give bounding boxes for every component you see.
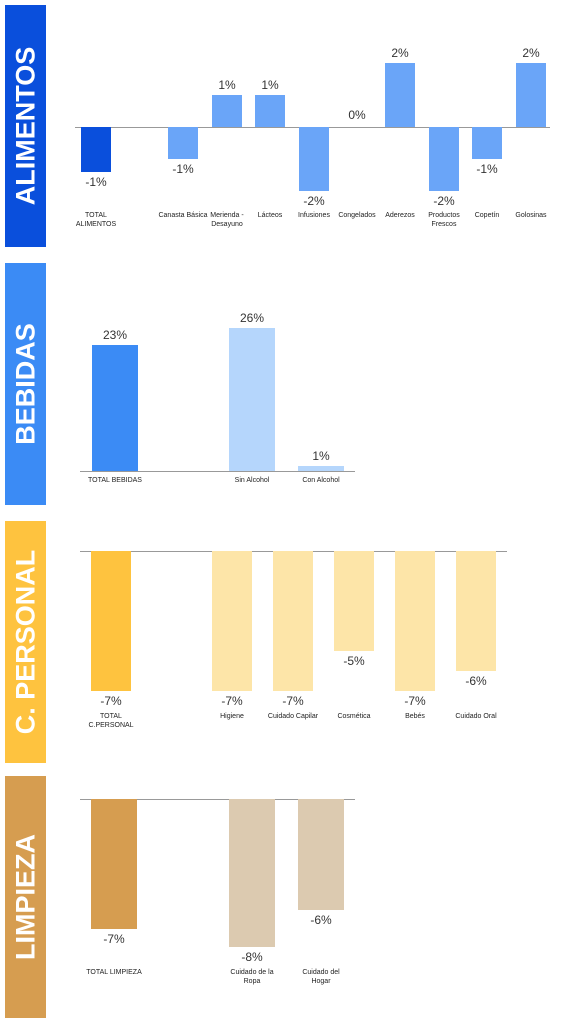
value-label: 0% bbox=[348, 108, 366, 122]
bar bbox=[212, 95, 242, 127]
category-label: Cuidado del Hogar bbox=[302, 969, 340, 985]
bar bbox=[299, 127, 329, 191]
bar bbox=[456, 551, 496, 671]
category-label: Aderezos bbox=[385, 212, 415, 219]
bar bbox=[91, 551, 131, 691]
category-label: Cuidado de la Ropa bbox=[230, 969, 274, 985]
bar bbox=[91, 799, 137, 929]
value-label: 1% bbox=[261, 78, 279, 92]
value-label: 2% bbox=[522, 46, 540, 60]
category-label: Productos Frescos bbox=[428, 212, 460, 228]
category-label: Merienda - Desayuno bbox=[210, 212, 244, 228]
section-title: LIMPIEZA bbox=[10, 834, 40, 960]
value-label: -2% bbox=[433, 194, 455, 208]
baseline bbox=[80, 799, 355, 800]
value-label: -7% bbox=[103, 931, 125, 946]
category-label: Cuidado Oral bbox=[455, 713, 497, 720]
category-label: Congelados bbox=[338, 212, 376, 219]
value-label: 1% bbox=[218, 78, 236, 92]
category-label: Bebés bbox=[405, 713, 425, 720]
bar bbox=[298, 799, 344, 910]
category-label: TOTAL LIMPIEZA bbox=[86, 969, 142, 976]
bar bbox=[92, 344, 138, 471]
bar bbox=[334, 551, 374, 651]
value-label: -7% bbox=[282, 694, 304, 708]
value-label: -2% bbox=[303, 194, 325, 208]
category-label: Infusiones bbox=[298, 212, 330, 219]
bar bbox=[273, 551, 313, 691]
value-label: -6% bbox=[465, 674, 487, 688]
category-label: Lácteos bbox=[257, 212, 283, 219]
category-label: Sin Alcohol bbox=[234, 477, 270, 484]
bar bbox=[255, 95, 285, 127]
value-label: -6% bbox=[310, 913, 332, 927]
value-label: 26% bbox=[239, 311, 265, 325]
bar bbox=[429, 127, 459, 191]
category-label: TOTAL C.PERSONAL bbox=[88, 713, 134, 729]
section-panel: ALIMENTOS bbox=[5, 5, 46, 247]
bar bbox=[229, 799, 275, 947]
bar bbox=[81, 127, 111, 172]
value-label: -1% bbox=[172, 162, 194, 176]
value-label: -7% bbox=[100, 694, 122, 708]
bar bbox=[212, 551, 252, 691]
bar bbox=[395, 551, 435, 691]
value-label: 2% bbox=[391, 46, 409, 60]
section-title: BEBIDAS bbox=[10, 323, 40, 445]
category-label: TOTAL BEBIDAS bbox=[88, 477, 142, 484]
section-panel: BEBIDAS bbox=[5, 263, 46, 505]
value-label: -1% bbox=[476, 162, 498, 176]
bar bbox=[168, 127, 198, 159]
value-label: -1% bbox=[85, 174, 107, 189]
category-label: Cuidado Capilar bbox=[267, 713, 319, 720]
category-label: Copetín bbox=[474, 212, 500, 219]
bar bbox=[516, 63, 546, 127]
category-label: Cosmética bbox=[337, 713, 371, 720]
value-label: -8% bbox=[241, 950, 263, 964]
category-label: Con Alcohol bbox=[302, 477, 340, 484]
value-label: -7% bbox=[221, 694, 243, 708]
category-label: Golosinas bbox=[515, 212, 547, 219]
section-title: ALIMENTOS bbox=[10, 46, 40, 206]
baseline bbox=[80, 471, 355, 472]
category-label: Canasta Básica bbox=[158, 212, 208, 219]
value-label: 23% bbox=[102, 327, 128, 342]
section-panel: C. PERSONAL bbox=[5, 521, 46, 763]
bar bbox=[385, 63, 415, 127]
section-panel: LIMPIEZA bbox=[5, 776, 46, 1018]
section-title: C. PERSONAL bbox=[10, 549, 40, 735]
value-label: -7% bbox=[404, 694, 426, 708]
bar bbox=[472, 127, 502, 159]
category-label: TOTAL ALIMENTOS bbox=[75, 212, 117, 228]
value-label: -5% bbox=[343, 654, 365, 668]
bar bbox=[298, 465, 344, 471]
category-label: Higiene bbox=[220, 713, 244, 720]
bar bbox=[229, 328, 275, 471]
value-label: 1% bbox=[312, 448, 330, 463]
